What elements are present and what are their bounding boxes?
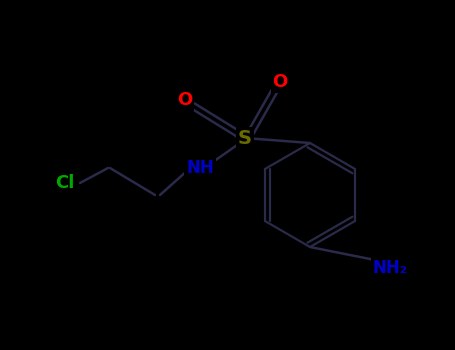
Text: NH₂: NH₂ xyxy=(373,259,408,277)
Text: O: O xyxy=(273,73,288,91)
Text: Cl: Cl xyxy=(56,174,75,192)
Text: S: S xyxy=(238,128,252,147)
Text: O: O xyxy=(177,91,192,109)
Text: NH: NH xyxy=(186,159,214,177)
